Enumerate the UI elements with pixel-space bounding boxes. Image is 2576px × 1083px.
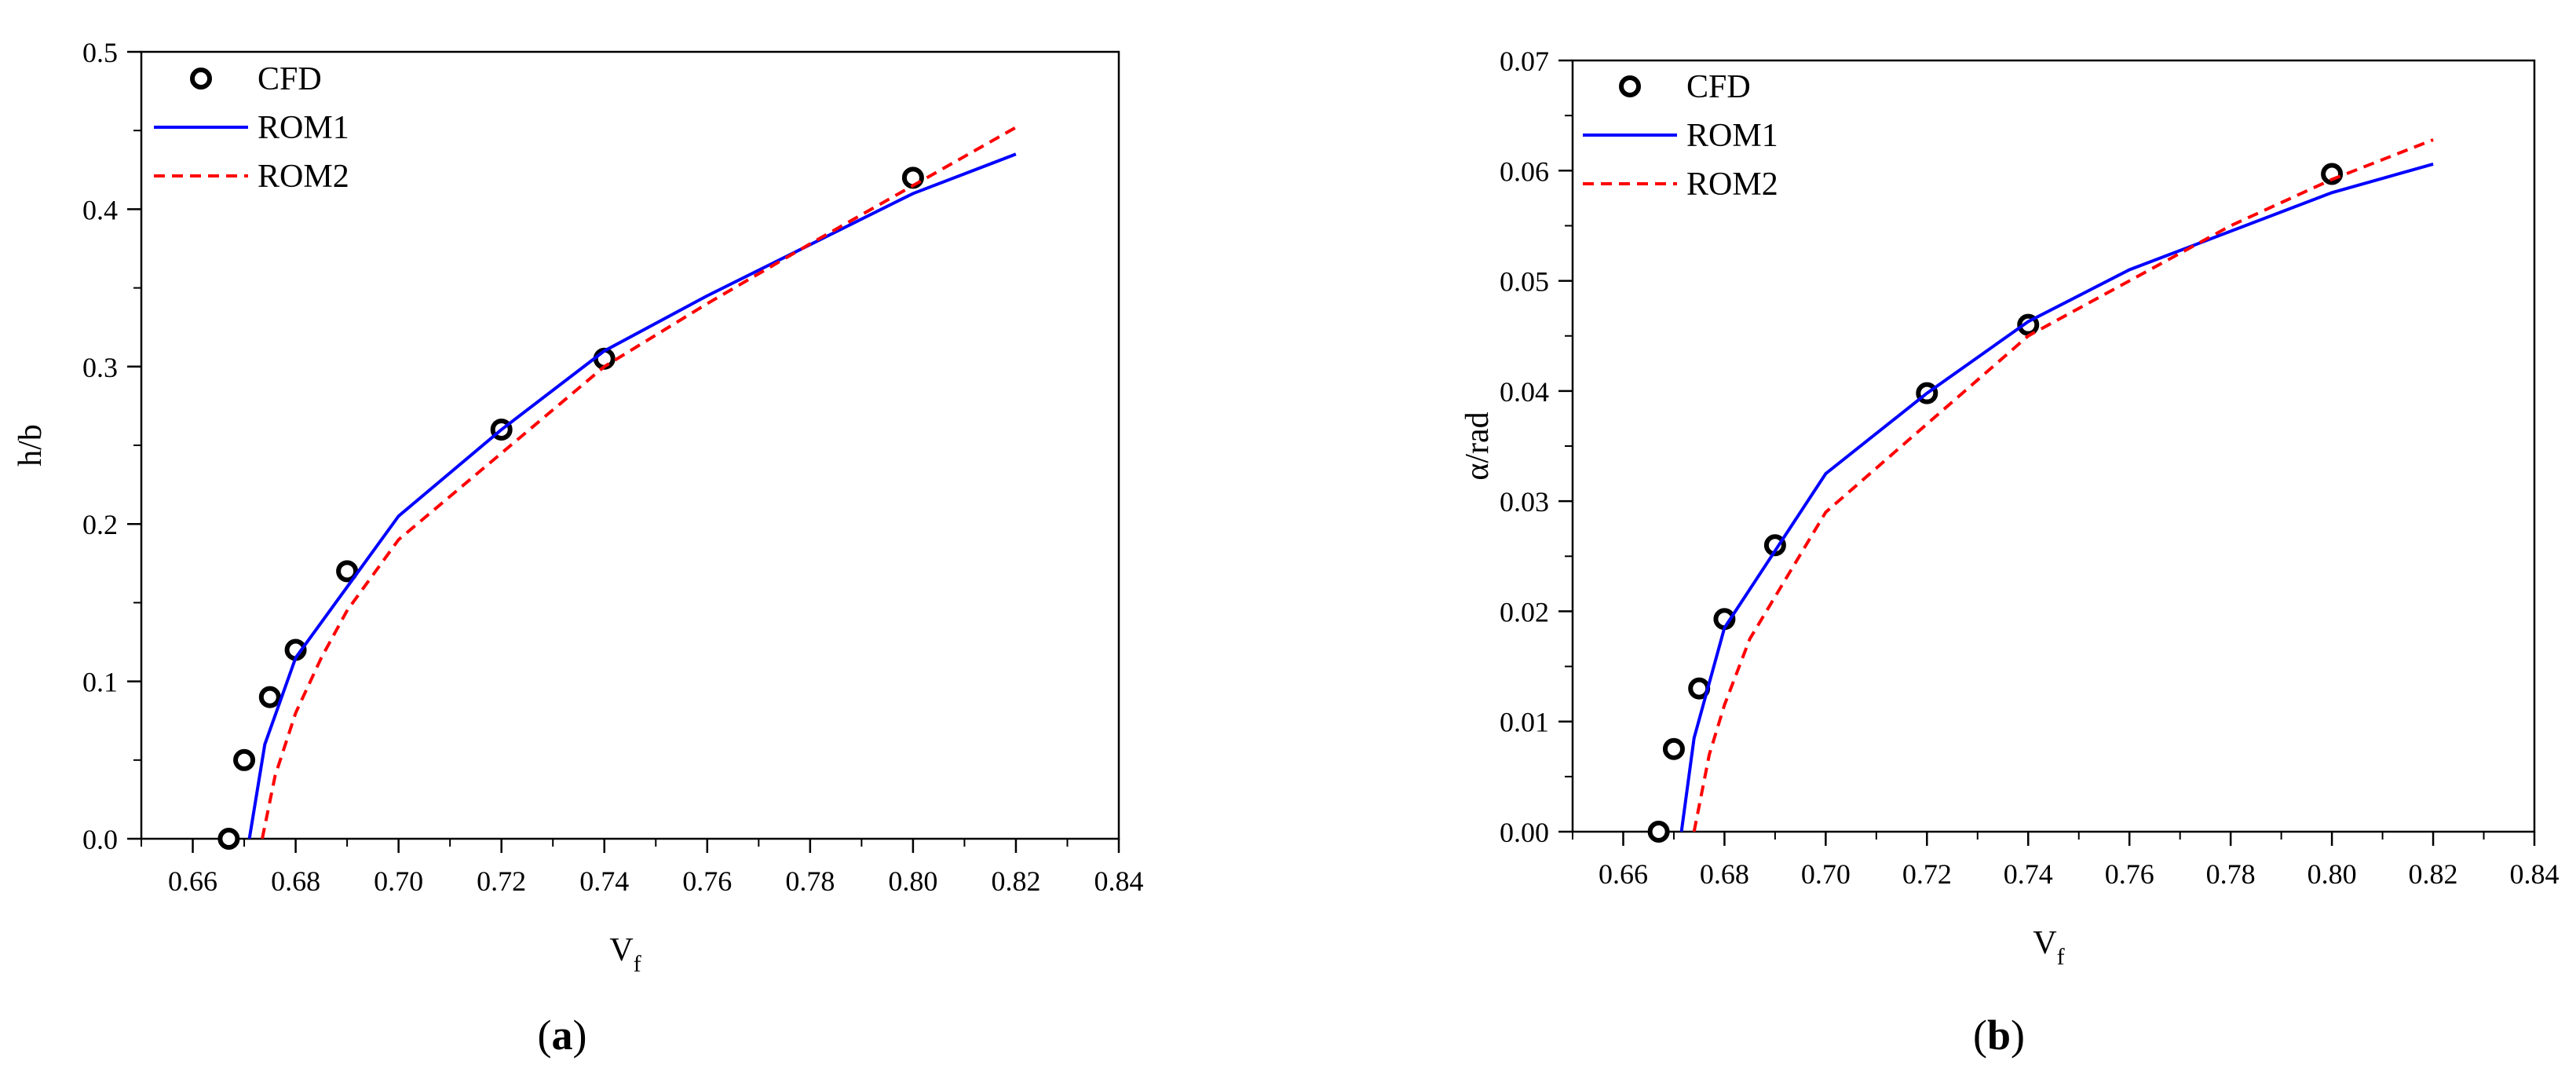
x-tick-label: 0.82 [2409,858,2458,890]
cfd-point [233,748,256,771]
cfd-point [1763,534,1786,557]
x-axis-title: Vf [609,932,641,977]
x-tick-label: 0.78 [785,865,835,897]
y-tick-label: 0.00 [1500,817,1549,848]
y-tick-label: 0.1 [82,667,118,698]
legend-swatch-cfd [1619,75,1641,97]
y-tick-label: 0.3 [82,352,118,383]
y-tick-label: 0.04 [1500,376,1549,408]
x-tick-label: 0.68 [271,865,320,897]
legend: CFD ROM1 ROM2 [154,61,349,195]
x-tick-label: 0.78 [2206,858,2256,890]
cfd-point [217,828,240,850]
legend-swatch-cfd [190,68,212,90]
x-tick-label: 0.68 [1700,858,1749,890]
rom1-line [1679,162,2434,832]
x-tick-label: 0.76 [682,865,732,897]
x-tick-label: 0.70 [1801,858,1851,890]
x-tick-label: 0.80 [2307,858,2357,890]
x-tick-label: 0.84 [2510,858,2560,890]
x-tick-label: 0.74 [579,865,629,897]
y-tick-label: 0.5 [82,37,118,68]
cfd-point [1662,737,1685,760]
chart-panel-a: 0.66 0.68 0.70 0.72 0.74 0.76 0.78 0.80 0.82 0.84… [13,37,1144,1059]
x-tick-label: 0.72 [1902,858,1952,890]
x-axis-title-subscript: f [634,951,641,977]
x-tick-label: 0.82 [991,865,1040,897]
y-axis-title: α/rad [1460,412,1496,480]
rom2-line [261,126,1017,839]
y-tick-label: 0.07 [1500,46,1549,77]
cfd-point [1647,821,1670,843]
panel-label: (b) [1973,1012,2025,1059]
y-tick-label: 0.2 [82,509,118,540]
panel-letter: b [1987,1012,2011,1059]
y-tick-label: 0.02 [1500,596,1549,627]
y-tick-label: 0.01 [1500,707,1549,738]
legend-label: CFD [1686,69,1751,105]
x-tick-label: 0.80 [888,865,937,897]
legend-label: ROM2 [1686,166,1778,203]
cfd-point [258,686,281,708]
legend-label: ROM2 [258,159,349,195]
y-tick-label: 0.03 [1500,486,1549,518]
x-tick-label: 0.66 [168,865,217,897]
legend-label: ROM1 [258,110,349,146]
y-tick-label: 0.4 [82,194,118,225]
x-tick-label: 0.74 [2004,858,2053,890]
legend: CFD ROM1 ROM2 [1583,69,1778,203]
rom1-line [247,152,1017,839]
y-axis-title: h/b [13,424,49,466]
panel-label: (a) [538,1012,587,1059]
x-axis-title-subscript: f [2057,944,2065,970]
legend-label: CFD [258,61,322,97]
legend-label: ROM1 [1686,118,1778,154]
x-axis-title: Vf [2033,925,2064,970]
x-tick-label: 0.72 [477,865,526,897]
y-tick-label: 0.0 [82,824,118,855]
rom2-line [1692,138,2434,832]
x-tick-label: 0.76 [2105,858,2154,890]
y-tick-label: 0.06 [1500,155,1549,187]
x-tick-label: 0.70 [374,865,423,897]
x-tick-label: 0.66 [1599,858,1648,890]
chart-panel-b: 0.66 0.68 0.70 0.72 0.74 0.76 0.78 0.80 0.82 0.84… [1460,46,2560,1059]
panel-letter: a [552,1012,573,1059]
x-tick-label: 0.84 [1094,865,1144,897]
y-tick-label: 0.05 [1500,266,1549,298]
cfd-point [336,560,359,583]
